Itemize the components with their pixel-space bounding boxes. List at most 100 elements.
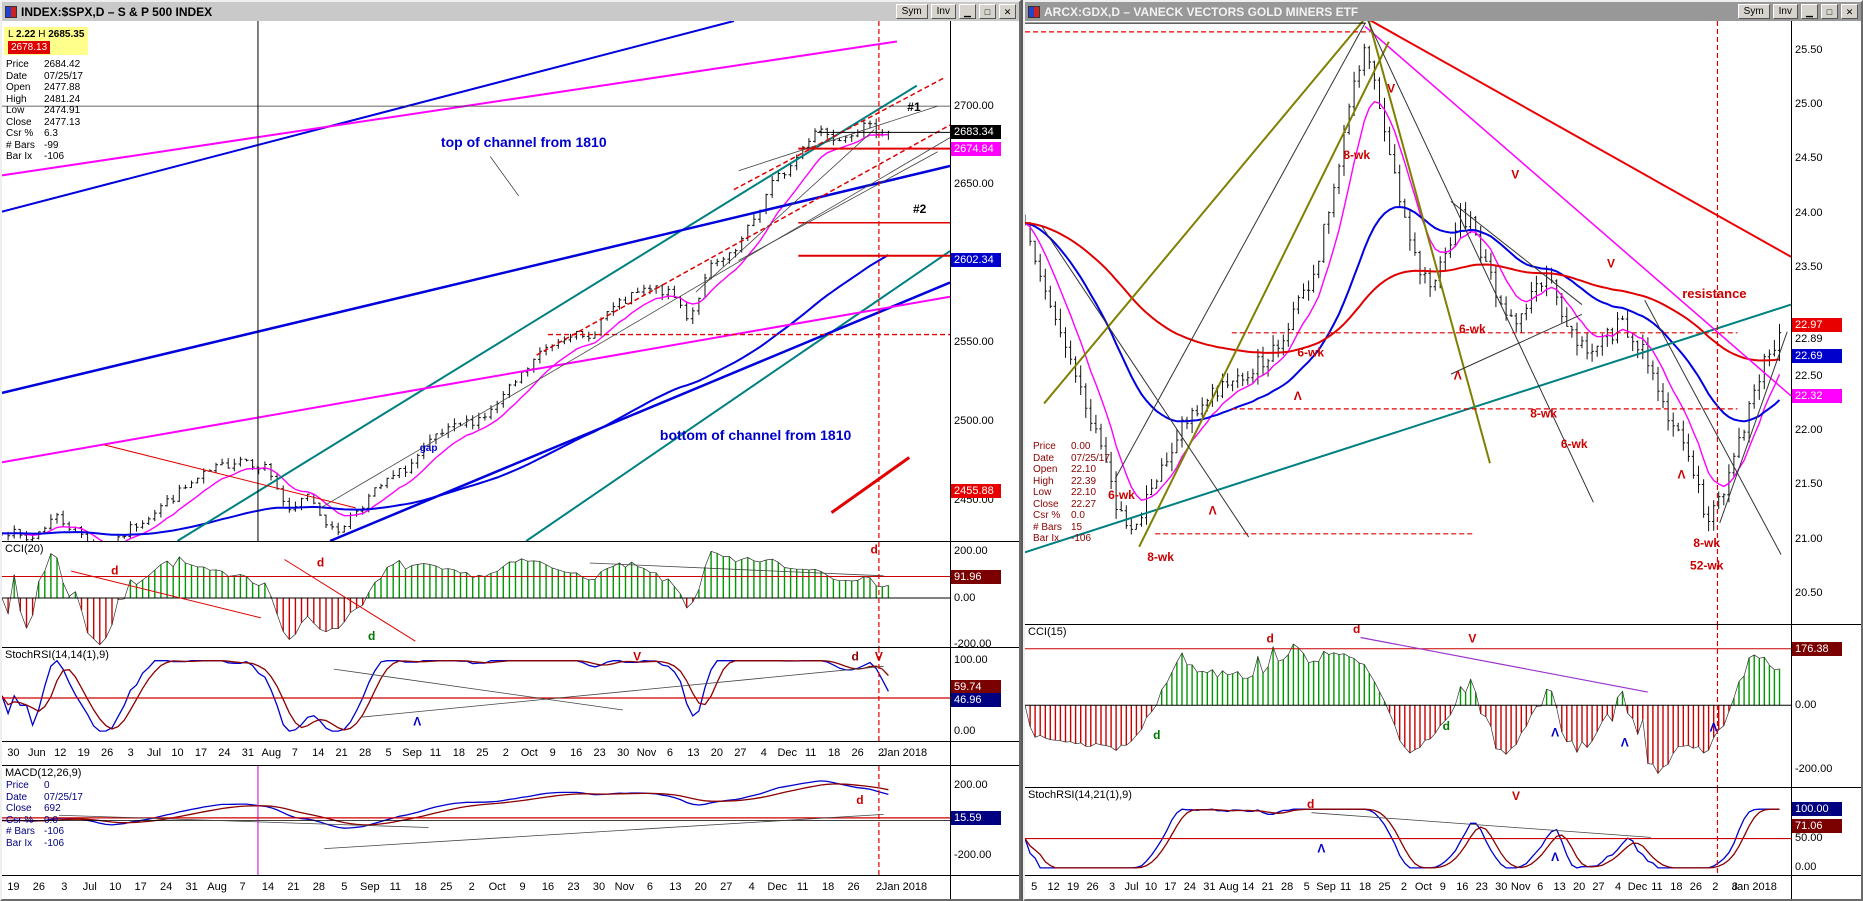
date-tick: 30	[1495, 881, 1508, 893]
scale-badge: 59.74	[951, 679, 1001, 694]
spx-macd-date-axis: 19 26 3 Jul 10 17 24 31 Aug 7 14 21 28 5 Sep 11 18 25 2 Oct…	[2, 875, 1019, 899]
scale-badge: 176.38	[1792, 641, 1842, 656]
scale-label: 22.89	[1795, 332, 1823, 345]
info-row: Open 22.10	[1033, 464, 1097, 475]
close-icon[interactable]: ✕	[999, 4, 1016, 19]
info-row: Price 0.00	[1033, 441, 1091, 452]
date-tick: 5	[341, 881, 348, 893]
info-row: Csr % 6.3	[6, 128, 58, 139]
date-tick: 17	[1164, 881, 1177, 893]
scale-badge: 22.32	[1792, 388, 1842, 403]
gdx-date-axis-plot[interactable]: 5 12 19 26 3 Jul 10 17 24 31 Aug 14 21 28 5 Sep 11 18 25 2 O…	[1025, 876, 1791, 899]
scale-badge: 22.69	[1792, 348, 1842, 363]
date-tick: 2	[1400, 881, 1407, 893]
spx-date-axis-plot[interactable]: 30 Jun 12 19 26 3 Jul 10 17 24 31 Aug 7 14 21 28 5 Sep 11 1…	[2, 742, 950, 765]
inv-button[interactable]: Inv	[930, 4, 956, 19]
spx-macd-plot[interactable]: d MACD(12,26,9) Price 0 Date 07/25/17 Close 6…	[2, 766, 950, 875]
date-tick: 5	[1031, 881, 1038, 893]
minimize-icon[interactable]: ▁	[1801, 4, 1818, 19]
gdx-price-scale[interactable]: 25.50 25.00 24.50 24.00 23.50 22.89 22.50 22.00…	[1791, 21, 1861, 624]
date-tick: 5	[385, 747, 392, 759]
scale-label: 25.00	[1795, 98, 1823, 111]
date-tick: 13	[687, 747, 700, 759]
inv-button[interactable]: Inv	[1772, 4, 1798, 19]
info-row: High 22.39	[1033, 475, 1097, 487]
sym-button[interactable]: Sym	[895, 4, 928, 19]
scale-label: 24.50	[1795, 152, 1823, 165]
spx-stochrsi-scale[interactable]: 100.00 0.00 59.74 46.96	[950, 648, 1019, 741]
scale-badge: 15.59	[951, 810, 1001, 825]
info-row: Low 2474.91	[6, 105, 81, 116]
info-row: Csr % 0.0	[1033, 510, 1085, 521]
chart-annotation: Λ	[1294, 389, 1302, 403]
date-tick: 30	[616, 747, 630, 759]
maximize-icon[interactable]: □	[979, 4, 996, 19]
spx-price-scale[interactable]: 2700.00 2650.00 2550.00 2500.00 2450.00 2683.…	[950, 21, 1019, 541]
scale-label: 2500.00	[954, 414, 994, 427]
spx-cci-scale[interactable]: 200.00 0.00 -200.00 91.96	[950, 542, 1019, 650]
date-tick: 10	[1144, 881, 1158, 893]
gdx-cci-scale[interactable]: 0.00 -200.00 176.38	[1791, 625, 1861, 787]
date-tick: Oct	[488, 881, 506, 893]
info-row: Open 2477.88	[6, 82, 81, 93]
date-tick: 6	[666, 747, 674, 759]
spx-macd-date-axis-corner	[950, 876, 1019, 899]
chart-annotation: #2	[913, 202, 927, 216]
date-tick: 27	[1592, 881, 1605, 893]
scale-label: 20.50	[1795, 587, 1823, 600]
date-tick: 18	[452, 747, 466, 759]
date-tick: 7	[291, 747, 298, 759]
spx-cci-plot[interactable]: d d d d CCI(20)	[2, 542, 950, 647]
date-tick: 24	[1183, 881, 1196, 893]
maximize-icon[interactable]: □	[1821, 4, 1838, 19]
spx-macd-date-axis-plot[interactable]: 19 26 3 Jul 10 17 24 31 Aug 7 14 21 28 5 Sep 11 18 25 2 Oct…	[2, 876, 950, 899]
gdx-stoch-canvas: Vd Λ Λ	[1025, 788, 1791, 875]
scale-label: 22.50	[1795, 369, 1823, 382]
date-tick: 9	[1439, 881, 1446, 893]
date-tick: 6	[646, 881, 653, 893]
sym-button[interactable]: Sym	[1737, 4, 1770, 19]
date-tick: Dec	[777, 747, 798, 759]
close-icon[interactable]: ✕	[1841, 4, 1858, 19]
scale-label: 0.00	[954, 724, 976, 737]
info-row: Close 22.27	[1033, 498, 1097, 510]
gdx-stochrsi-scale[interactable]: 50.00 0.00 100.00 71.06	[1791, 788, 1861, 875]
chart-annotation: top of channel from 1810	[441, 134, 607, 150]
chart-annotation: Λ	[1454, 369, 1462, 383]
date-tick: 18	[828, 747, 841, 759]
spx-quote-h-label: H	[38, 29, 46, 40]
info-row: High 2481.24	[6, 93, 81, 105]
date-tick: 31	[185, 881, 198, 893]
date-tick: 13	[1553, 881, 1566, 893]
date-tick: Jan 2018	[1731, 881, 1777, 893]
spx-price-canvas: top of channel from 1810 bottom of channe…	[2, 21, 950, 541]
date-tick: 11	[429, 747, 442, 759]
info-row: Csr % 0.0	[6, 814, 58, 826]
date-tick: 12	[54, 747, 67, 759]
info-row: Close 692	[6, 803, 61, 814]
chart-annotation: 6-wk	[1108, 488, 1135, 502]
gdx-chart-window: ARCX:GDX,D – VANECK VECTORS GOLD MINERS …	[1023, 0, 1863, 901]
date-tick: 23	[593, 747, 606, 759]
chart-annotation: resistance	[1682, 286, 1746, 301]
date-tick: Oct	[520, 747, 538, 759]
minimize-icon[interactable]: ▁	[959, 4, 976, 19]
scale-label: -200.00	[954, 849, 992, 862]
date-tick: 21	[335, 747, 348, 759]
scale-label: 25.50	[1795, 43, 1823, 56]
date-tick: 14	[312, 747, 325, 759]
spx-price-plot[interactable]: top of channel from 1810 bottom of channe…	[2, 21, 950, 541]
spx-macd-pane: d MACD(12,26,9) Price 0 Date 07/25/17 Close 6…	[2, 765, 1019, 875]
gdx-titlebar[interactable]: ARCX:GDX,D – VANECK VECTORS GOLD MINERS …	[1025, 2, 1861, 21]
spx-info-box: Price 2684.42 Date 07/25/17 Open 2477.88 High 2…	[6, 59, 83, 163]
gdx-cci-canvas: d d Vd d Λ Λ Λ	[1025, 625, 1791, 787]
chart-annotation: V	[1387, 82, 1395, 96]
date-tick: 11	[1339, 881, 1352, 893]
spx-titlebar[interactable]: INDEX:$SPX,D – S & P 500 INDEX Sym Inv ▁…	[2, 2, 1019, 21]
date-tick: 19	[7, 881, 20, 893]
